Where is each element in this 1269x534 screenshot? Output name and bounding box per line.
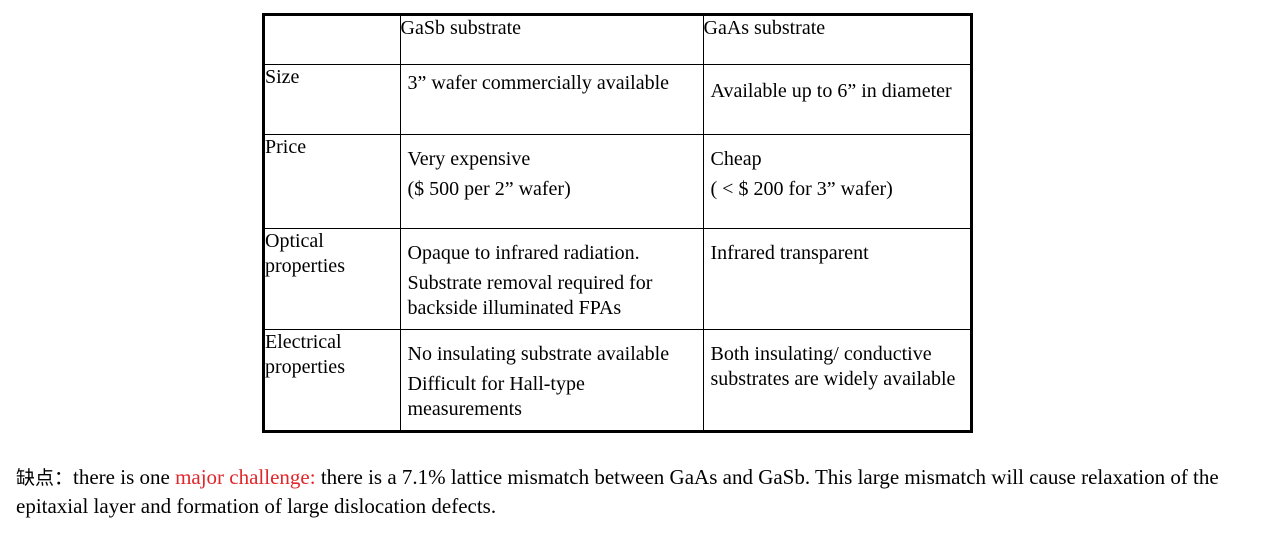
row-label-text: Size <box>265 65 300 88</box>
cell-text: Both insulating/ conductive substrates a… <box>710 342 956 390</box>
table-row-electrical: Electrical properties No insulating subs… <box>265 328 970 430</box>
cell-text: Very expensive <box>407 147 531 170</box>
header-gaas-substrate: GaAs substrate <box>702 16 970 65</box>
row-label-text: Price <box>265 135 307 158</box>
note-text-post: there is a 7.1% lattice mismatch between… <box>16 465 1219 518</box>
cell-text: Opaque to infrared radiation. <box>407 241 640 264</box>
header-empty-cell <box>265 16 401 65</box>
cell-gasb-price: Very expensive ($ 500 per 2” wafer) <box>399 133 704 229</box>
cell-text: Infrared transparent <box>710 241 869 264</box>
cell-text: ( < $ 200 for 3” wafer) <box>710 177 893 200</box>
disadvantage-note: 缺点：there is one major challenge: there i… <box>16 463 1246 520</box>
cell-text: ($ 500 per 2” wafer) <box>407 177 571 200</box>
row-label-text: Optical <box>265 229 324 252</box>
row-label-size: Size <box>265 63 401 135</box>
row-label-text: properties <box>265 254 345 277</box>
substrate-comparison-table: GaSb substrate GaAs substrate Size 3” wa… <box>265 16 970 430</box>
row-label-optical: Optical properties <box>265 227 401 330</box>
cell-gasb-optical: Opaque to infrared radiation. Substrate … <box>399 227 704 330</box>
row-label-text: Electrical <box>265 330 342 353</box>
cell-text: Cheap <box>710 147 762 170</box>
note-lead: 缺点： <box>16 467 74 489</box>
table-row-price: Price Very expensive ($ 500 per 2” wafer… <box>265 133 970 229</box>
row-label-electrical: Electrical properties <box>265 328 401 430</box>
cell-text: No insulating substrate available <box>407 342 670 365</box>
row-label-price: Price <box>265 133 401 229</box>
note-highlight: major challenge: <box>175 465 316 489</box>
cell-gaas-optical: Infrared transparent <box>702 227 970 330</box>
cell-gaas-price: Cheap ( < $ 200 for 3” wafer) <box>702 133 970 229</box>
table-row-optical: Optical properties Opaque to infrared ra… <box>265 227 970 330</box>
cell-gasb-electrical: No insulating substrate available Diffic… <box>399 328 704 430</box>
cell-gaas-electrical: Both insulating/ conductive substrates a… <box>702 328 970 430</box>
table-header-row: GaSb substrate GaAs substrate <box>265 16 970 65</box>
table-row-size: Size 3” wafer commercially available Ava… <box>265 63 970 135</box>
cell-text: 3” wafer commercially available <box>407 71 670 94</box>
cell-text: Difficult for Hall-type measurements <box>407 372 585 420</box>
note-text-pre: there is one <box>73 465 176 489</box>
comparison-table: GaSb substrate GaAs substrate Size 3” wa… <box>262 13 973 433</box>
row-label-text: properties <box>265 355 345 378</box>
header-gasb-substrate: GaSb substrate <box>399 16 704 65</box>
cell-text: Available up to 6” in diameter <box>710 79 952 102</box>
cell-text: Substrate removal required for backside … <box>407 271 653 319</box>
cell-gaas-size: Available up to 6” in diameter <box>702 63 970 135</box>
cell-gasb-size: 3” wafer commercially available <box>399 63 704 135</box>
